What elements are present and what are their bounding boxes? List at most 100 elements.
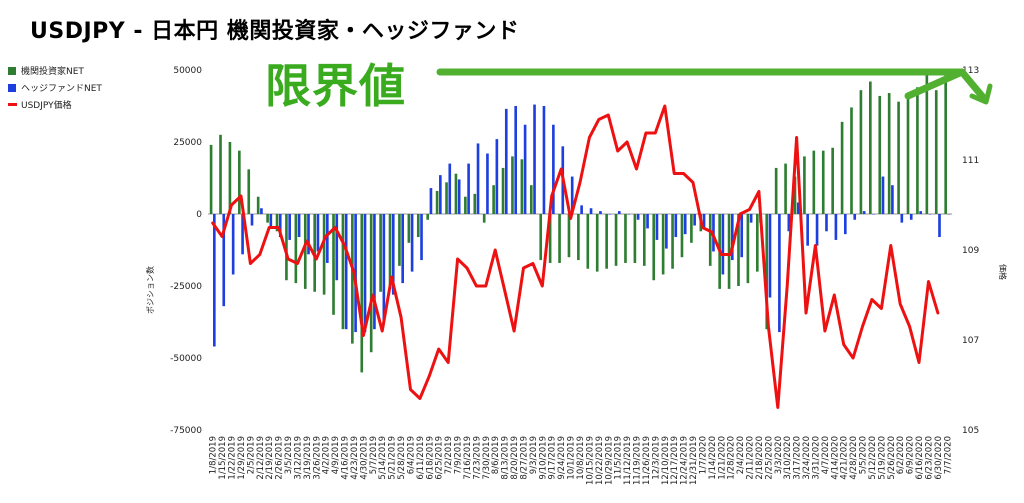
limit-arrow-chevron bbox=[904, 68, 986, 100]
x-tick-label: 1/7/2020 bbox=[698, 436, 708, 474]
bar-institutional bbox=[614, 214, 618, 266]
bar-hedgefund bbox=[523, 124, 527, 214]
x-tick-label: 3/24/2020 bbox=[802, 436, 812, 480]
bar-institutional bbox=[464, 196, 467, 214]
x-tick-label: 4/7/2020 bbox=[821, 436, 831, 474]
bar-hedgefund bbox=[316, 214, 320, 252]
bar-hedgefund bbox=[787, 214, 791, 232]
legend-swatch-institutional bbox=[8, 66, 16, 75]
bar-institutional bbox=[341, 214, 345, 330]
bar-institutional bbox=[228, 142, 232, 214]
y-left-tick-label: -75000 bbox=[170, 426, 202, 436]
x-tick-label: 1/8/2019 bbox=[209, 436, 219, 474]
bar-hedgefund bbox=[778, 214, 781, 333]
limit-arrow-head bbox=[969, 83, 993, 105]
x-tick-label: 2/18/2020 bbox=[755, 436, 765, 480]
bar-hedgefund bbox=[213, 214, 216, 347]
bar-institutional bbox=[407, 214, 411, 243]
x-tick-label: 5/28/2019 bbox=[397, 436, 407, 480]
bar-institutional bbox=[605, 214, 608, 269]
x-tick-label: 10/22/2019 bbox=[595, 436, 605, 485]
bar-institutional bbox=[247, 169, 251, 214]
x-tick-label: 4/21/2020 bbox=[840, 436, 850, 480]
bar-hedgefund bbox=[862, 211, 866, 214]
bar-institutional bbox=[379, 214, 382, 292]
bar-institutional bbox=[586, 214, 590, 269]
bar-institutional bbox=[812, 150, 816, 214]
x-tick-label: 8/13/2019 bbox=[501, 436, 511, 480]
x-tick-label: 2/19/2019 bbox=[265, 436, 275, 480]
bar-hedgefund bbox=[834, 214, 838, 240]
x-tick-label: 6/18/2019 bbox=[425, 436, 435, 480]
y-left-tick-label: 25000 bbox=[173, 138, 202, 148]
bar-institutional bbox=[398, 214, 401, 266]
bar-institutional bbox=[473, 193, 477, 214]
legend-item-institutional: 機関投資家NET bbox=[8, 64, 102, 77]
x-tick-label: 6/9/2020 bbox=[906, 436, 916, 474]
bar-hedgefund bbox=[749, 214, 753, 223]
bar-hedgefund bbox=[665, 214, 668, 249]
x-tick-label: 3/5/2019 bbox=[284, 436, 294, 474]
x-tick-label: 8/27/2019 bbox=[520, 436, 530, 480]
bar-hedgefund bbox=[730, 214, 734, 261]
bar-hedgefund bbox=[486, 153, 489, 214]
bar-institutional bbox=[774, 167, 778, 214]
bar-hedgefund bbox=[881, 176, 885, 214]
bar-institutional bbox=[266, 214, 269, 223]
bar-hedgefund bbox=[683, 214, 687, 235]
bar-institutional bbox=[435, 190, 439, 214]
legend-label-price: USDJPY価格 bbox=[21, 101, 72, 111]
bar-hedgefund bbox=[768, 214, 772, 298]
bar-hedgefund bbox=[900, 214, 904, 223]
bar-institutional bbox=[369, 214, 373, 353]
bar-institutional bbox=[539, 214, 543, 261]
bar-hedgefund bbox=[250, 214, 254, 226]
bar-institutional bbox=[708, 214, 712, 266]
x-tick-label: 6/23/2020 bbox=[925, 436, 935, 480]
legend-swatch-hedgefund bbox=[8, 83, 16, 92]
bar-institutional bbox=[765, 214, 769, 330]
x-tick-label: 6/16/2020 bbox=[915, 436, 925, 480]
x-tick-label: 12/3/2019 bbox=[651, 436, 661, 480]
x-tick-label: 1/29/2019 bbox=[237, 436, 247, 480]
price-line bbox=[211, 104, 940, 409]
bar-hedgefund bbox=[589, 208, 593, 214]
bar-institutional bbox=[869, 81, 872, 215]
bar-hedgefund bbox=[853, 214, 857, 220]
x-tick-label: 11/26/2019 bbox=[642, 436, 652, 485]
bar-hedgefund bbox=[721, 214, 725, 275]
bar-hedgefund bbox=[542, 106, 546, 214]
bar-institutional bbox=[577, 214, 580, 261]
x-tick-label: 12/10/2019 bbox=[661, 436, 671, 485]
x-tick-label: 9/10/2019 bbox=[538, 436, 548, 480]
bar-hedgefund bbox=[410, 214, 414, 272]
y-right-tick-label: 111 bbox=[962, 156, 979, 166]
bar-hedgefund bbox=[269, 214, 273, 229]
x-tick-label: 6/30/2020 bbox=[934, 436, 944, 480]
bar-hedgefund bbox=[919, 211, 922, 214]
bar-hedgefund bbox=[570, 176, 574, 214]
bar-hedgefund bbox=[740, 214, 744, 258]
bar-hedgefund bbox=[580, 205, 583, 214]
x-tick-label: 5/7/2019 bbox=[369, 436, 379, 474]
x-tick-label: 11/12/2019 bbox=[623, 436, 633, 485]
bar-hedgefund bbox=[947, 214, 951, 215]
x-tick-label: 7/9/2019 bbox=[454, 436, 464, 474]
x-tick-label: 6/4/2019 bbox=[407, 436, 417, 474]
x-tick-label: 5/19/2020 bbox=[877, 436, 887, 480]
bar-institutional bbox=[445, 182, 448, 214]
bar-hedgefund bbox=[646, 214, 649, 229]
bar-institutional bbox=[454, 173, 458, 214]
x-tick-label: 9/24/2019 bbox=[557, 436, 567, 480]
bar-hedgefund bbox=[909, 214, 913, 220]
legend-item-price: USDJPY価格 bbox=[8, 98, 102, 111]
bar-institutional bbox=[567, 214, 571, 258]
bar-institutional bbox=[209, 144, 213, 214]
bar-hedgefund bbox=[467, 163, 470, 214]
x-tick-label: 7/2/2019 bbox=[444, 436, 454, 474]
bar-hedgefund bbox=[533, 104, 536, 214]
y-left-tick-label: 50000 bbox=[173, 66, 202, 76]
bar-hedgefund bbox=[326, 214, 329, 263]
bar-hedgefund bbox=[373, 214, 376, 330]
bar-institutional bbox=[642, 214, 646, 266]
